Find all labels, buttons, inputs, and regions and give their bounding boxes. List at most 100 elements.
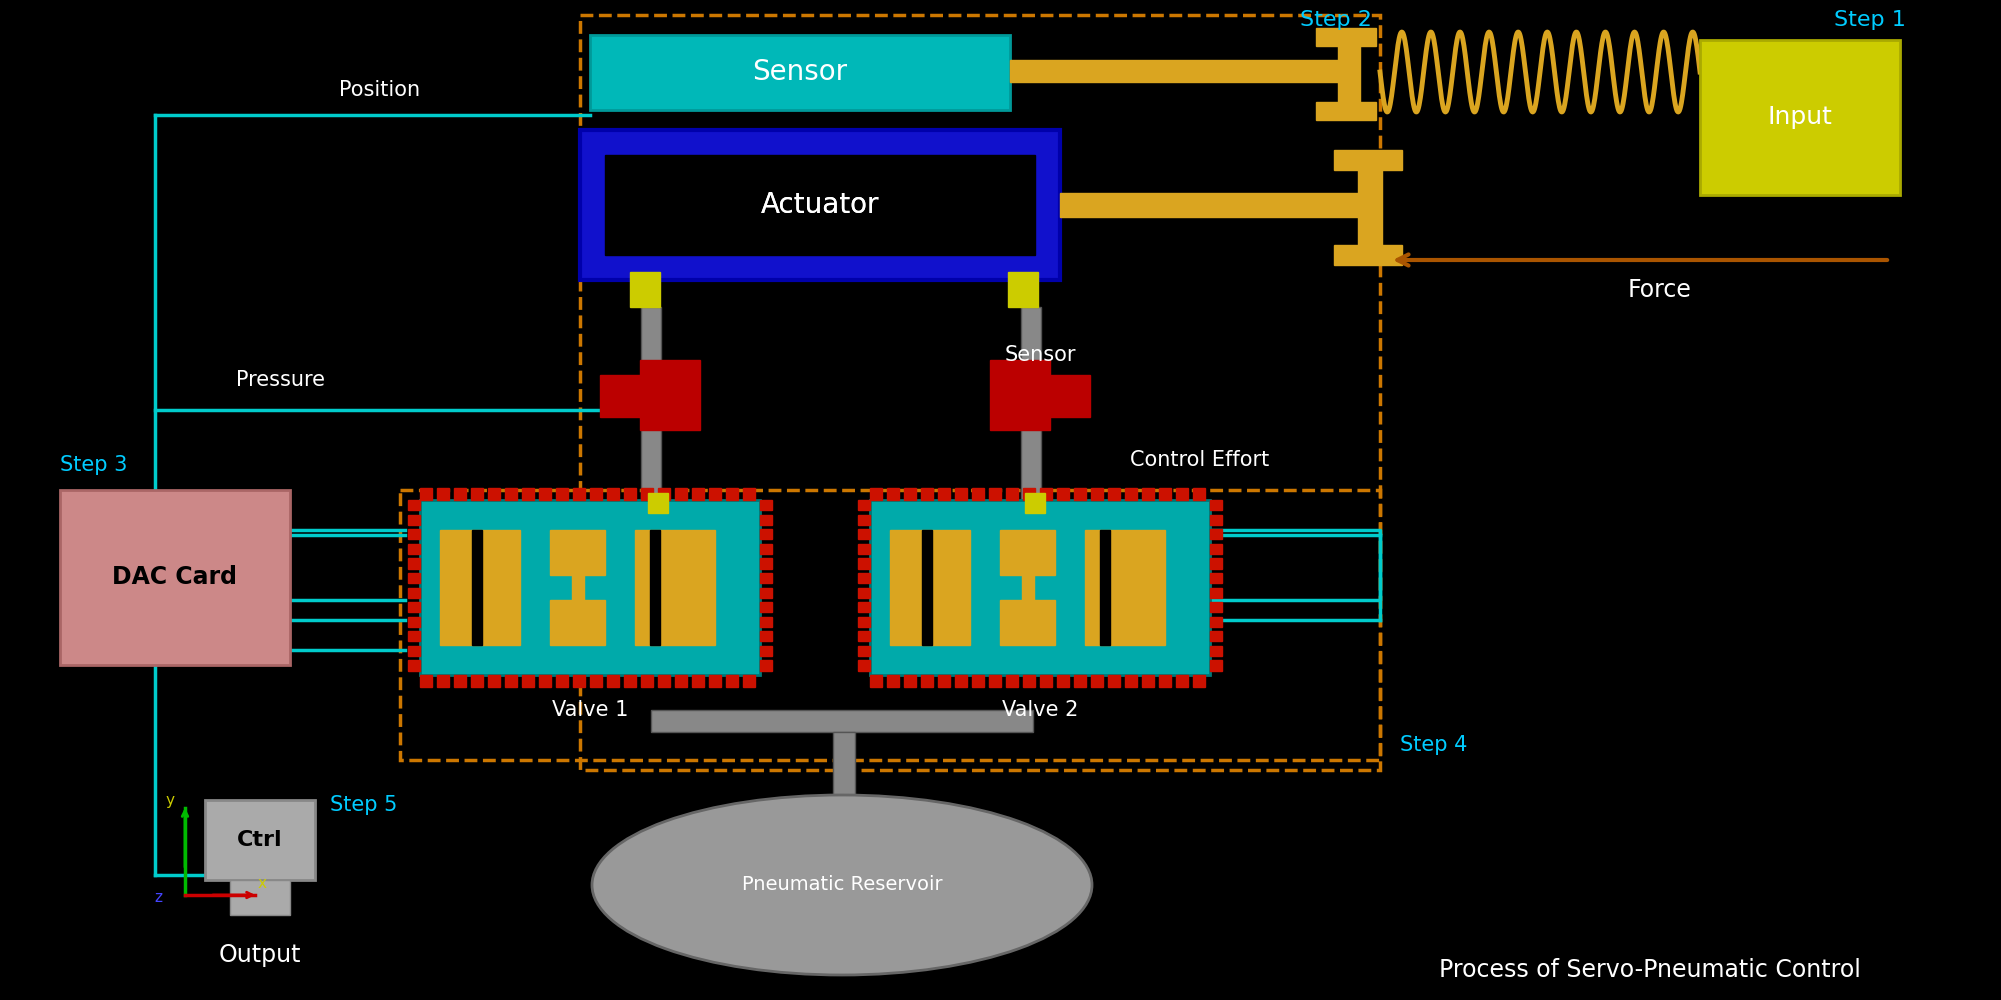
Bar [1177,675,1189,687]
Bar [1075,675,1087,687]
Bar [760,602,772,612]
Bar [408,529,420,539]
Bar [590,35,1011,110]
Text: Step 1: Step 1 [1835,10,1905,30]
Bar [858,500,870,510]
Bar [572,675,584,687]
Bar [522,675,534,687]
Bar [1211,515,1223,525]
Bar [886,488,898,500]
Bar [938,488,950,500]
Bar [1011,60,1351,82]
Bar [904,488,916,500]
Bar [1211,631,1223,641]
Bar [1091,675,1103,687]
Bar [972,488,984,500]
Bar [580,130,1061,280]
Bar [650,530,660,645]
Bar [1211,660,1223,671]
Bar [408,646,420,656]
Bar [1125,675,1137,687]
Bar [760,544,772,554]
Bar [990,360,1051,430]
Bar [650,710,1033,732]
Bar [1211,500,1223,510]
Bar [470,675,482,687]
Bar [440,530,520,645]
Bar [408,558,420,569]
Bar [572,488,584,500]
Text: DAC Card: DAC Card [112,566,238,589]
Bar [1049,375,1091,417]
Bar [742,488,754,500]
Bar [1211,617,1223,627]
Bar [1007,675,1019,687]
Bar [1335,245,1403,265]
Text: Valve 2: Valve 2 [1003,700,1079,720]
Bar [606,488,618,500]
Bar [408,602,420,612]
Text: Step 2: Step 2 [1301,10,1373,30]
Text: Actuator: Actuator [760,191,878,219]
Bar [920,675,932,687]
Bar [1023,675,1035,687]
Text: Sensor: Sensor [752,58,848,87]
Bar [472,530,482,645]
Bar [858,515,870,525]
Text: Process of Servo-Pneumatic Control: Process of Servo-Pneumatic Control [1439,958,1861,982]
Bar [420,500,760,675]
Text: Control Effort: Control Effort [1131,450,1269,470]
Bar [1359,155,1383,255]
Bar [954,488,966,500]
Bar [1091,488,1103,500]
Text: Output: Output [218,943,302,967]
Bar [1057,675,1069,687]
Bar [1009,272,1039,307]
Bar [230,880,290,915]
Bar [470,488,482,500]
Bar [204,800,314,880]
Bar [556,488,568,500]
Bar [1007,488,1019,500]
Bar [858,558,870,569]
Bar [674,488,686,500]
Bar [504,675,516,687]
Bar [692,488,704,500]
Bar [590,675,602,687]
Bar [1211,573,1223,583]
Bar [890,530,970,645]
Bar [954,675,966,687]
Bar [1211,587,1223,598]
Bar [1211,558,1223,569]
Bar [1000,530,1055,575]
Text: x: x [258,876,266,892]
Bar [640,675,652,687]
Bar [1177,488,1189,500]
Bar [692,675,704,687]
Bar [1193,488,1205,500]
Bar [634,530,714,645]
Text: Pneumatic Reservoir: Pneumatic Reservoir [742,876,942,894]
Bar [760,558,772,569]
Bar [408,631,420,641]
Bar [504,488,516,500]
Bar [920,488,932,500]
Bar [658,488,670,500]
Bar [408,500,420,510]
Bar [988,675,1000,687]
Bar [408,573,420,583]
Bar [742,675,754,687]
Bar [600,375,642,417]
Bar [550,600,604,645]
Bar [408,617,420,627]
Text: Valve 1: Valve 1 [552,700,628,720]
Bar [726,488,738,500]
Text: Input: Input [1767,105,1833,129]
Text: Sensor: Sensor [1005,345,1077,365]
Bar [904,675,916,687]
Bar [858,602,870,612]
Bar [606,675,618,687]
Text: Step 4: Step 4 [1401,735,1467,755]
Bar [858,660,870,671]
Text: Position: Position [340,80,420,100]
